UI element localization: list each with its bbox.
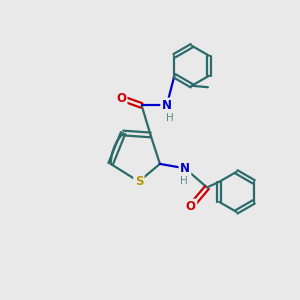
Text: N: N xyxy=(180,162,190,175)
Text: S: S xyxy=(135,175,143,188)
Text: N: N xyxy=(162,99,172,112)
Text: H: H xyxy=(180,176,188,186)
Text: O: O xyxy=(116,92,126,105)
Text: O: O xyxy=(186,200,196,213)
Text: H: H xyxy=(166,113,173,123)
